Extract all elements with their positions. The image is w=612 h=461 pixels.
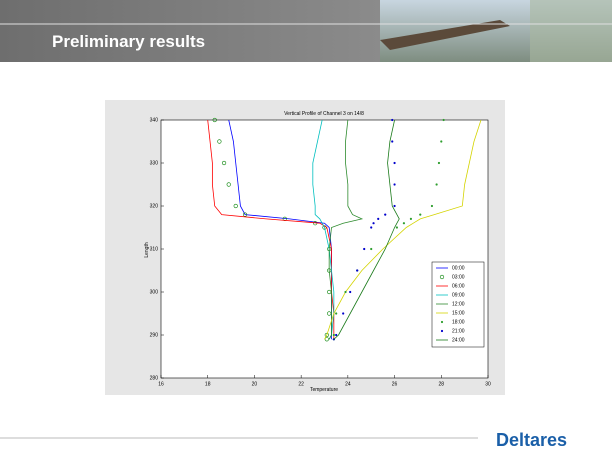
- series-marker: [395, 226, 399, 229]
- series-marker: [242, 212, 248, 217]
- series-marker: [391, 140, 394, 143]
- series-marker: [335, 333, 338, 337]
- series-marker: [377, 217, 380, 220]
- series-marker: [393, 161, 396, 165]
- legend-label: 24:00: [452, 337, 465, 343]
- legend-swatch: [440, 320, 444, 324]
- x-tick-label: 22: [298, 381, 304, 387]
- series-marker: [233, 203, 238, 209]
- series-marker: [393, 204, 396, 208]
- series-marker: [221, 160, 227, 166]
- series-marker: [437, 161, 441, 165]
- series-marker: [440, 140, 443, 143]
- series-line: [328, 119, 364, 340]
- series-marker: [217, 139, 222, 144]
- y-tick-label: 340: [150, 117, 159, 123]
- logo: Deltares: [496, 430, 567, 450]
- slide-title: Preliminary results: [52, 32, 205, 51]
- series-marker: [349, 290, 352, 294]
- series-marker: [402, 222, 406, 225]
- y-tick-label: 320: [150, 203, 159, 209]
- x-tick-label: 24: [345, 381, 351, 387]
- legend-label: 12:00: [452, 301, 465, 307]
- x-tick-label: 20: [252, 381, 258, 387]
- series-marker: [370, 226, 373, 229]
- series-marker: [324, 337, 329, 342]
- series-marker: [409, 217, 413, 220]
- series-marker: [356, 269, 359, 272]
- legend-label: 21:00: [452, 328, 465, 334]
- bridge: [380, 20, 510, 50]
- legend-label: 15:00: [452, 310, 465, 316]
- legend-label: 06:00: [452, 283, 465, 289]
- x-tick-label: 18: [205, 381, 211, 387]
- x-tick-label: 26: [392, 381, 398, 387]
- series-line: [207, 119, 335, 340]
- series-marker: [370, 247, 373, 251]
- y-tick-label: 310: [150, 246, 159, 252]
- x-tick-label: 30: [485, 381, 491, 387]
- y-axis-label: Length: [144, 242, 150, 258]
- series-marker: [363, 247, 366, 251]
- series-marker: [327, 311, 332, 316]
- series-marker: [384, 213, 387, 216]
- series-line: [312, 119, 335, 340]
- series-marker: [327, 289, 332, 295]
- x-tick-label: 28: [439, 381, 445, 387]
- chart-title: Vertical Profile of Channel 3 on 14/8: [284, 111, 364, 117]
- y-tick-label: 290: [150, 332, 159, 338]
- series-marker: [226, 182, 231, 187]
- legend-label: 00:00: [452, 265, 465, 271]
- y-tick-label: 330: [150, 160, 159, 166]
- series-marker: [435, 183, 438, 186]
- legend-swatch: [440, 329, 444, 333]
- series-marker: [372, 222, 375, 225]
- series-marker: [212, 117, 217, 123]
- x-tick-label: 16: [158, 381, 164, 387]
- series-marker: [332, 333, 335, 337]
- legend-swatch: [439, 274, 445, 280]
- series-line: [333, 119, 400, 340]
- x-axis-label: Temperature: [310, 387, 338, 393]
- series-marker: [335, 312, 338, 315]
- header-photo-2: [530, 0, 612, 62]
- series-marker: [342, 312, 345, 315]
- legend-label: 03:00: [452, 274, 465, 280]
- series-marker: [430, 204, 434, 208]
- series-line: [324, 119, 482, 340]
- y-tick-label: 280: [150, 375, 159, 381]
- series-marker: [393, 183, 396, 186]
- series-marker: [419, 213, 422, 216]
- series-marker: [442, 118, 445, 122]
- y-tick-label: 300: [150, 289, 159, 295]
- series-marker: [324, 332, 329, 338]
- legend-label: 09:00: [452, 292, 465, 298]
- series-marker: [344, 290, 347, 294]
- series-marker: [391, 118, 394, 122]
- legend-label: 18:00: [452, 319, 465, 325]
